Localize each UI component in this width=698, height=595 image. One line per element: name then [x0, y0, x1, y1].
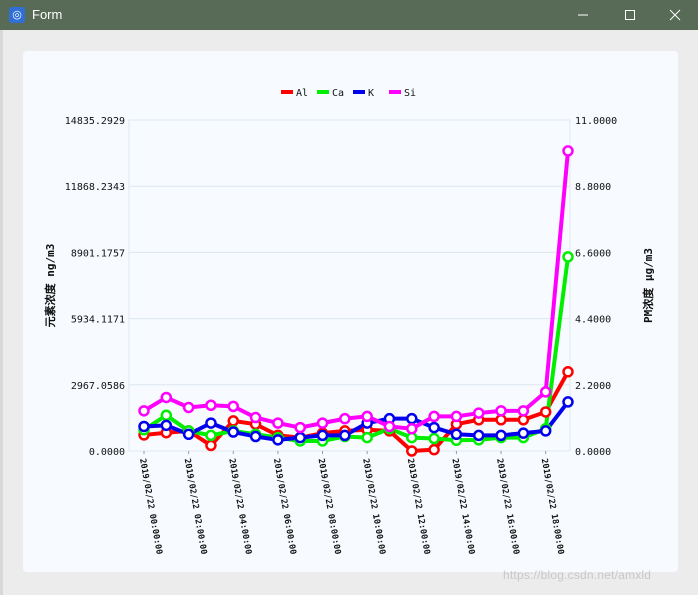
data-point-k: [272, 434, 284, 446]
series-line-si: [142, 150, 570, 431]
data-point-si: [562, 145, 574, 157]
y-right-tick-label: 2.2000: [575, 381, 611, 392]
x-tick-label: 2019/02/22 04:00:00: [226, 458, 253, 555]
data-point-al: [406, 445, 418, 457]
data-point-k: [249, 430, 262, 443]
y-right-tick-label: 8.8000: [575, 182, 611, 193]
data-point-ca: [361, 431, 373, 444]
y-right-tick-label: 6.6000: [575, 248, 611, 259]
y-left-tick-label: 11868.2343: [65, 182, 125, 193]
legend-label-al: Al: [296, 88, 308, 99]
title-bar: ◎ Form: [0, 0, 698, 30]
data-point-k: [205, 417, 217, 429]
data-point-k: [182, 428, 195, 441]
minimize-button[interactable]: [560, 0, 606, 30]
y-left-axis-title: 元素浓度 ng/m3: [43, 244, 57, 328]
data-point-ca: [562, 251, 574, 263]
data-point-k: [339, 429, 351, 442]
data-point-si: [316, 417, 329, 429]
data-point-k: [472, 429, 485, 442]
legend-label-k: K: [368, 88, 374, 99]
data-point-si: [294, 421, 306, 434]
data-point-al: [495, 414, 507, 426]
y-left-tick-label: 0.0000: [89, 447, 125, 458]
data-point-k: [138, 420, 150, 433]
x-tick-label: 2019/02/22 12:00:00: [405, 458, 432, 555]
data-point-k: [160, 419, 173, 432]
chart-series: [138, 145, 574, 457]
legend-label-si: Si: [404, 88, 416, 99]
legend-label-ca: Ca: [332, 88, 344, 99]
data-point-k: [406, 412, 418, 425]
x-tick-label: 2019/02/22 18:00:00: [539, 458, 566, 555]
window-left-edge: [0, 30, 3, 595]
y-right-tick-label: 0.0000: [575, 447, 611, 458]
y-right-tick-label: 4.4000: [575, 315, 611, 326]
data-point-ca: [428, 432, 440, 445]
minimize-icon: [578, 14, 588, 16]
chart-legend: Al Ca K Si: [281, 88, 416, 99]
data-point-ca: [160, 409, 173, 422]
x-tick-label: 2019/02/22 10:00:00: [360, 458, 387, 555]
data-point-si: [450, 410, 463, 423]
data-point-k: [227, 426, 240, 438]
y-left-tick-label: 8901.1757: [71, 248, 125, 259]
data-point-si: [272, 417, 284, 429]
data-point-ca: [406, 431, 418, 444]
data-point-si: [428, 410, 440, 423]
maximize-icon: [625, 10, 635, 20]
data-point-si: [205, 399, 217, 412]
data-point-al: [517, 414, 530, 426]
close-button[interactable]: [652, 0, 698, 30]
x-tick-label: 2019/02/22 14:00:00: [449, 458, 476, 555]
data-point-si: [249, 411, 262, 424]
data-point-si: [539, 386, 552, 398]
data-point-k: [562, 396, 574, 408]
data-point-k: [539, 425, 552, 437]
data-point-si: [517, 405, 530, 417]
y-left-tick-label: 5934.1171: [71, 315, 125, 326]
close-icon: [669, 9, 681, 21]
x-tick-label: 2019/02/22 06:00:00: [271, 458, 298, 555]
y-right-tick-label: 11.0000: [575, 116, 617, 127]
maximize-button[interactable]: [607, 0, 653, 30]
data-point-al: [539, 406, 552, 418]
data-point-al: [562, 366, 574, 378]
data-point-k: [495, 429, 507, 442]
data-point-al: [205, 439, 217, 452]
data-point-si: [495, 405, 507, 417]
x-tick-label: 2019/02/22 02:00:00: [182, 458, 209, 555]
data-point-ca: [205, 429, 217, 442]
chart-axes: [128, 120, 571, 454]
chart-panel: Al Ca K Si 0.0000 0.0000 2967.0586 2.2000 5934.…: [23, 51, 678, 572]
y-right-axis-title: PM浓度 μg/m3: [641, 248, 655, 323]
form-app-icon: ◎: [9, 7, 25, 23]
data-point-si: [339, 412, 351, 425]
data-point-k: [428, 421, 440, 434]
data-point-si: [182, 401, 195, 414]
data-point-k: [316, 429, 329, 442]
data-point-k: [517, 427, 530, 439]
line-chart: Al Ca K Si 0.0000 0.0000 2967.0586 2.2000 5934.…: [43, 88, 655, 555]
y-left-tick-label: 2967.0586: [71, 381, 125, 392]
x-tick-label: 2019/02/22 00:00:00: [137, 458, 164, 555]
data-point-si: [383, 420, 396, 433]
watermark: https://blog.csdn.net/amxld: [503, 568, 652, 582]
y-left-tick-label: 14835.2929: [65, 116, 125, 127]
window-title: Form: [32, 7, 63, 22]
data-point-al: [428, 443, 440, 456]
x-tick-label: 2019/02/22 08:00:00: [316, 458, 343, 555]
data-point-si: [138, 405, 150, 417]
data-point-si: [227, 400, 240, 413]
data-point-si: [361, 410, 373, 423]
data-point-si: [160, 391, 173, 404]
chart-grid: [129, 119, 570, 452]
data-point-k: [294, 431, 306, 444]
x-tick-label: 2019/02/22 16:00:00: [494, 458, 521, 555]
data-point-al: [227, 415, 240, 427]
data-point-si: [472, 407, 485, 419]
data-point-k: [450, 428, 463, 441]
data-point-si: [406, 422, 418, 435]
